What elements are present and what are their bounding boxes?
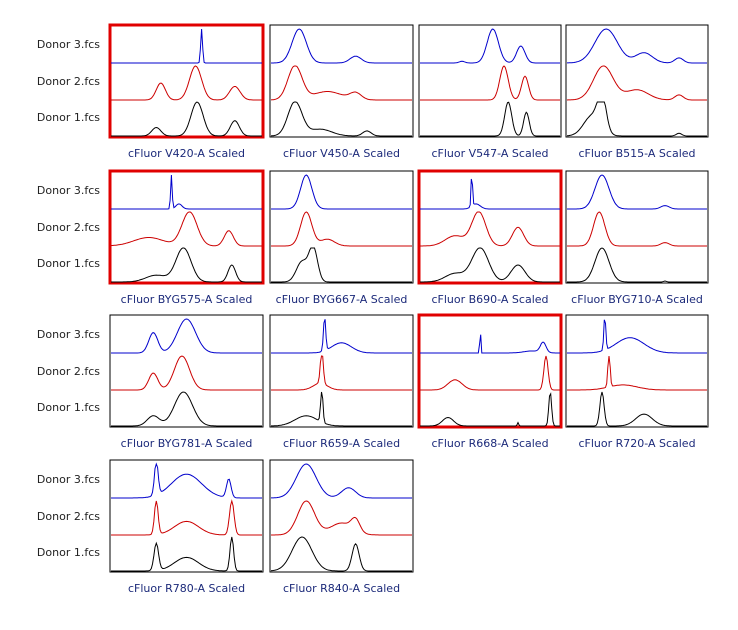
histogram-curve: [111, 355, 262, 391]
panel-frame: [109, 314, 264, 428]
panel-title: cFluor B690-A Scaled: [431, 293, 548, 306]
panel-title: cFluor B515-A Scaled: [578, 147, 695, 160]
panel-frame: [109, 459, 264, 573]
panel-frame: [418, 24, 562, 138]
panel-title: cFluor R668-A Scaled: [431, 437, 548, 450]
histogram-curve: [420, 355, 560, 391]
panel-frame: [108, 169, 265, 285]
histogram-curve: [271, 500, 412, 536]
histogram-curve: [111, 318, 262, 354]
histogram-curve: [270, 536, 412, 572]
donor-label: Donor 1.fcs: [37, 257, 100, 270]
histogram-panel: cFluor BYG781-A Scaled: [109, 314, 264, 450]
panel-title: cFluor BYG781-A Scaled: [121, 437, 253, 450]
histogram-panel: cFluor BYG667-A Scaled: [269, 170, 414, 306]
panel-title: cFluor R720-A Scaled: [578, 437, 695, 450]
panel-title: cFluor BYG575-A Scaled: [121, 293, 253, 306]
histogram-panel: cFluor R720-A Scaled: [565, 314, 709, 450]
histogram-curve: [567, 391, 707, 427]
panel-title: cFluor R659-A Scaled: [283, 437, 400, 450]
histogram-curve: [111, 499, 262, 536]
donor-label: Donor 3.fcs: [37, 473, 100, 486]
panel-frame: [269, 170, 414, 284]
histogram-curve: [271, 211, 412, 247]
panel-title: cFluor R840-A Scaled: [283, 582, 400, 595]
histogram-curve: [270, 101, 412, 137]
donor-label: Donor 3.fcs: [37, 328, 100, 341]
histogram-panel: cFluor R780-A Scaled: [109, 459, 264, 595]
panel-title: cFluor R780-A Scaled: [128, 582, 245, 595]
histogram-curve: [420, 211, 560, 247]
histogram-panel: cFluor BYG710-A Scaled: [565, 170, 709, 306]
histogram-curve: [567, 28, 707, 64]
panel-frame: [269, 24, 414, 138]
donor-label: Donor 2.fcs: [37, 75, 100, 88]
panel-title: cFluor V450-A Scaled: [283, 147, 400, 160]
histogram-curve: [271, 391, 412, 427]
histogram-curve: [567, 247, 707, 283]
histogram-curve: [420, 65, 560, 101]
panel-frame: [417, 169, 563, 285]
panel-title: cFluor V547-A Scaled: [432, 147, 549, 160]
histogram-curve: [111, 101, 262, 137]
histogram-curve: [567, 355, 707, 391]
histogram-curve: [271, 463, 412, 499]
histogram-curve: [111, 462, 262, 499]
histogram-panel: cFluor R659-A Scaled: [269, 314, 414, 450]
histogram-curve: [567, 319, 707, 354]
histogram-curve: [420, 28, 560, 64]
histogram-curve: [111, 391, 262, 427]
donor-label: Donor 1.fcs: [37, 546, 100, 559]
panel-title: cFluor BYG710-A Scaled: [571, 293, 703, 306]
histogram-curve: [111, 65, 262, 101]
histogram-curve: [420, 334, 560, 354]
histogram-curve: [270, 65, 412, 101]
histogram-curve: [111, 28, 262, 64]
panel-frame: [565, 24, 709, 138]
histogram-curve: [420, 178, 560, 210]
panel-frame: [108, 23, 265, 139]
histogram-curve: [420, 247, 560, 283]
histogram-curve: [566, 101, 707, 137]
panel-frame: [565, 170, 709, 284]
panel-frame: [565, 314, 709, 428]
histogram-curve: [111, 174, 262, 210]
histogram-curve: [420, 101, 560, 137]
histogram-panel: cFluor R840-A Scaled: [269, 459, 414, 595]
panel-frame: [417, 313, 563, 429]
donor-label: Donor 2.fcs: [37, 365, 100, 378]
histogram-curve: [271, 28, 412, 64]
histogram-panel: cFluor V450-A Scaled: [269, 24, 414, 160]
histogram-panel: cFluor B690-A Scaled: [417, 169, 563, 306]
histogram-panel: cFluor V547-A Scaled: [418, 24, 562, 160]
histogram-curve: [420, 392, 560, 427]
histogram-curve: [271, 355, 412, 391]
panel-title: cFluor BYG667-A Scaled: [276, 293, 408, 306]
donor-label: Donor 1.fcs: [37, 401, 100, 414]
histogram-curve: [271, 247, 412, 283]
histogram-panel: cFluor B515-A Scaled: [565, 24, 709, 160]
histogram-curve: [567, 174, 707, 210]
donor-label: Donor 3.fcs: [37, 184, 100, 197]
panel-title: cFluor V420-A Scaled: [128, 147, 245, 160]
histogram-curve: [566, 65, 707, 101]
histogram-curve: [271, 174, 412, 210]
histogram-curve: [567, 211, 707, 247]
donor-label: Donor 2.fcs: [37, 221, 100, 234]
histogram-curve: [271, 319, 412, 354]
panel-frame: [269, 459, 414, 573]
donor-label: Donor 3.fcs: [37, 38, 100, 51]
histogram-panel: cFluor V420-A Scaled: [108, 23, 265, 160]
histogram-curve: [110, 211, 262, 247]
histogram-panel: cFluor BYG575-A Scaled: [108, 169, 265, 306]
histogram-curve: [111, 536, 262, 572]
donor-label: Donor 2.fcs: [37, 510, 100, 523]
histogram-curve: [111, 247, 262, 283]
donor-label: Donor 1.fcs: [37, 111, 100, 124]
histogram-panel: cFluor R668-A Scaled: [417, 313, 563, 450]
panel-frame: [269, 314, 414, 428]
